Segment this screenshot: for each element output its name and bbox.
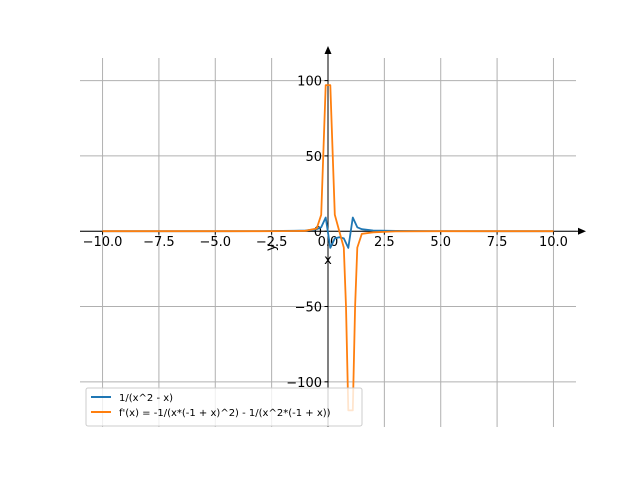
series-line-1 (102, 84, 554, 412)
ticks: −10.0 −7.5 −5.0 −2.5 0.0 2.5 5.0 7.5 10.0 −100 −50… (83, 75, 568, 391)
x-axis-label: x (324, 253, 332, 268)
legend-entry-0: 1/(x^2 - x) (119, 393, 173, 404)
y-axis-arrow (324, 46, 332, 54)
x-tick-label: −7.5 (143, 235, 175, 250)
y-tick-label: −50 (295, 301, 322, 316)
y-tick-label: −100 (286, 376, 322, 391)
legend-box (85, 387, 363, 427)
x-tick-label: −2.5 (256, 235, 288, 250)
x-tick-label: 7.5 (487, 235, 508, 250)
x-tick-label: 2.5 (374, 235, 395, 250)
x-tick-label: 10.0 (539, 235, 568, 250)
y-tick-label: 50 (305, 150, 322, 165)
x-tick-label: 0.0 (318, 235, 339, 250)
y-axis-label: y (264, 243, 279, 251)
x-tick-label: −10.0 (83, 235, 123, 250)
y-tick-label: 0 (314, 225, 322, 240)
legend-entry-1: f'(x) = -1/(x*(-1 + x)^2) - 1/(x^2*(-1 +… (119, 408, 331, 419)
series-layer (102, 84, 554, 412)
y-tick-label: 100 (297, 75, 322, 90)
legend: 1/(x^2 - x) f'(x) = -1/(x*(-1 + x)^2) - 1… (85, 387, 363, 427)
x-tick-label: 5.0 (430, 235, 451, 250)
x-axis-arrow (578, 227, 586, 235)
x-tick-label: −5.0 (199, 235, 231, 250)
